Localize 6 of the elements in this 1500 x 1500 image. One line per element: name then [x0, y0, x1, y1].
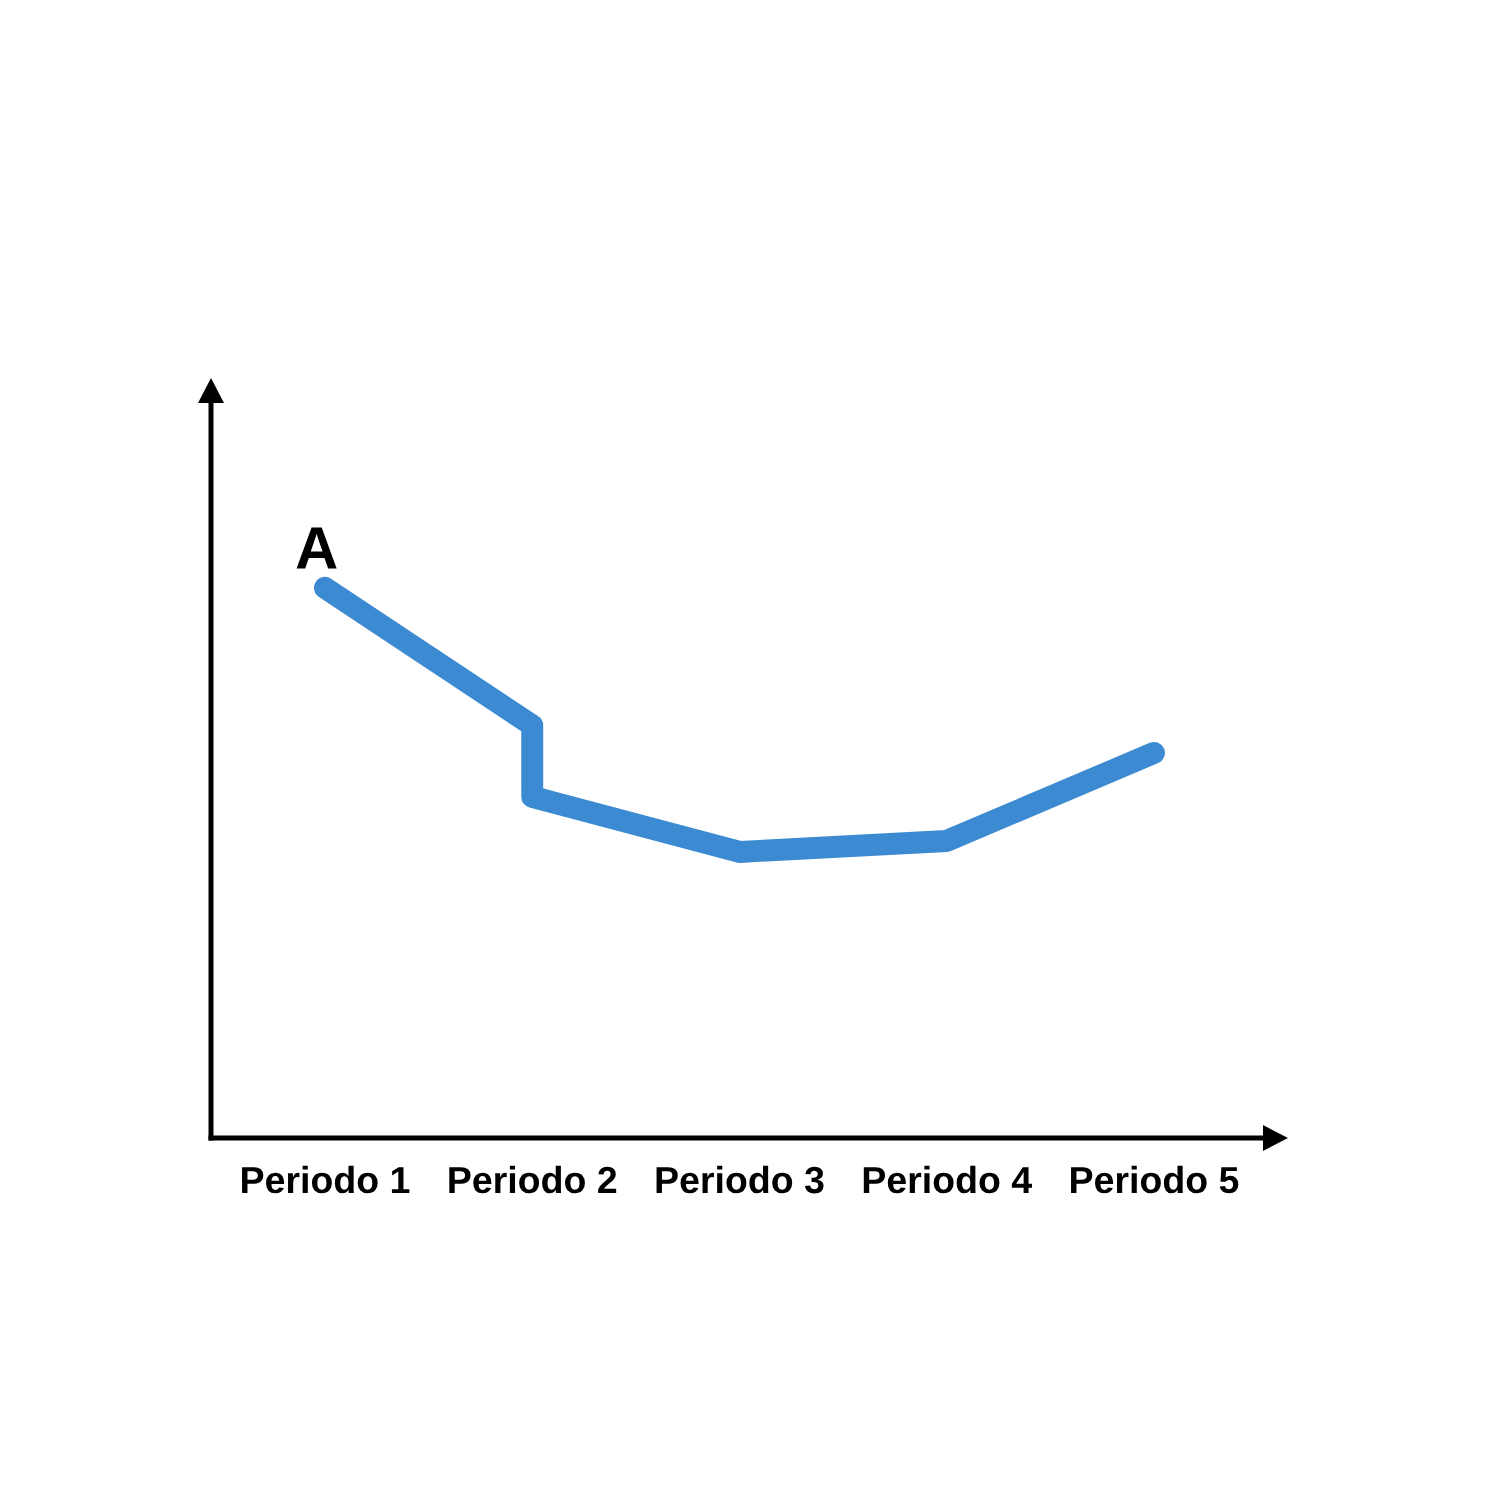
- x-tick-label: Periodo 1: [242, 1165, 410, 1194]
- x-tick-label: Periodo 4: [863, 1165, 1032, 1194]
- x-tick-label: Periodo 5: [1071, 1165, 1239, 1194]
- series-label: A: [296, 527, 337, 569]
- x-tick-label: Periodo 3: [656, 1165, 824, 1194]
- x-tick-label: Periodo 2: [449, 1165, 617, 1194]
